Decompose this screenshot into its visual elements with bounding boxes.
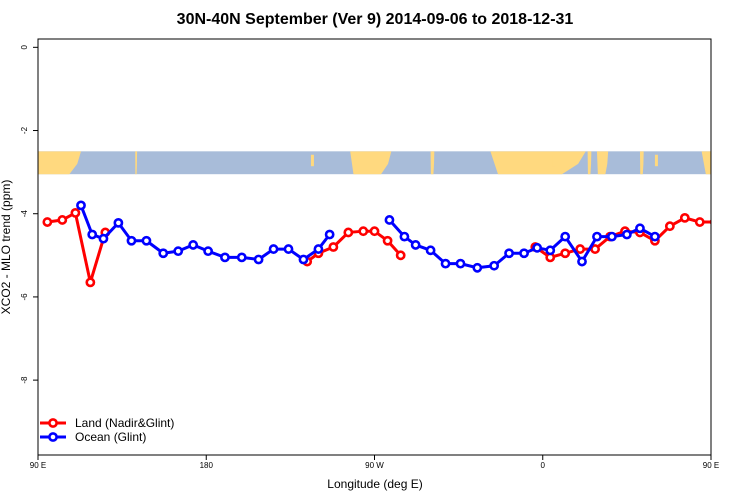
y-tick-label: -8 xyxy=(20,376,29,384)
y-tick-label: 0 xyxy=(20,45,29,50)
data-point xyxy=(472,262,483,273)
data-point xyxy=(85,277,96,288)
data-point xyxy=(489,260,500,271)
data-point xyxy=(741,202,748,209)
x-tick-label: 90 E xyxy=(703,461,719,470)
data-point xyxy=(425,245,436,256)
map-island xyxy=(310,154,314,167)
chart-title: 30N-40N September (Ver 9) 2014-09-06 to … xyxy=(177,11,574,28)
data-point xyxy=(709,218,711,226)
data-point xyxy=(126,235,137,246)
data-point xyxy=(384,215,395,225)
data-point xyxy=(650,231,660,242)
legend-land-marker xyxy=(48,418,58,428)
data-point xyxy=(76,200,86,211)
data-point xyxy=(324,229,335,240)
data-point xyxy=(399,231,410,242)
data-point xyxy=(741,202,748,209)
map-land xyxy=(596,151,609,175)
data-point xyxy=(410,240,421,250)
x-axis-label: Longitude (deg E) xyxy=(327,477,422,491)
legend-land-label: Land (Nadir&Glint) xyxy=(75,416,174,430)
y-axis-label: XCO2 - MLO trend (ppm) xyxy=(0,180,13,315)
map-land xyxy=(430,151,435,175)
data-point xyxy=(621,229,632,240)
series-layer xyxy=(42,200,750,288)
data-point xyxy=(253,254,264,265)
data-point xyxy=(113,217,124,228)
map-land xyxy=(701,151,711,175)
data-point xyxy=(664,221,675,232)
plot-frame xyxy=(37,38,712,456)
data-point xyxy=(70,207,81,218)
data-point xyxy=(560,248,571,259)
legend-ocean-marker xyxy=(48,432,58,442)
series-ocean xyxy=(76,200,750,273)
data-point xyxy=(220,252,230,263)
data-point xyxy=(726,210,733,217)
x-tick-label: 180 xyxy=(200,461,214,470)
data-point xyxy=(455,258,466,269)
data-point xyxy=(328,242,339,252)
data-point xyxy=(57,215,68,225)
legend: Land (Nadir&Glint) Ocean (Glint) xyxy=(40,416,174,444)
data-point xyxy=(545,245,556,256)
data-point xyxy=(519,248,529,259)
data-point xyxy=(298,254,309,265)
series-line xyxy=(388,218,656,270)
data-point xyxy=(236,252,247,263)
data-point xyxy=(98,233,109,244)
data-point xyxy=(141,235,152,246)
data-point xyxy=(42,217,53,227)
data-point xyxy=(188,240,199,250)
legend-ocean-label: Ocean (Glint) xyxy=(75,430,146,444)
map-land xyxy=(38,151,81,175)
data-point xyxy=(283,244,294,254)
data-point xyxy=(358,226,369,237)
y-axis: 0 -2 -4 -6 -8 xyxy=(20,45,38,384)
data-point xyxy=(575,244,586,254)
x-tick-label: 90 W xyxy=(365,461,384,470)
y-tick-label: -4 xyxy=(20,210,29,218)
map-land xyxy=(350,151,392,175)
data-point xyxy=(590,244,600,254)
x-tick-label: 0 xyxy=(541,461,546,470)
y-tick-label: -2 xyxy=(20,126,29,134)
data-point xyxy=(532,242,543,253)
series-line xyxy=(47,211,107,284)
data-point xyxy=(158,248,169,259)
map-land xyxy=(135,151,138,175)
data-point xyxy=(440,258,451,269)
map-land xyxy=(490,151,586,175)
data-point xyxy=(694,217,705,227)
series-line xyxy=(745,205,750,253)
x-tick-label: 90 E xyxy=(30,461,46,470)
data-point xyxy=(395,250,406,261)
map-island xyxy=(654,154,658,167)
map-land xyxy=(587,151,592,175)
data-point xyxy=(313,244,324,254)
data-point xyxy=(635,223,645,234)
data-point xyxy=(268,244,279,254)
map-island xyxy=(552,154,556,167)
data-point xyxy=(577,256,587,267)
data-point xyxy=(87,229,98,240)
series-line xyxy=(534,216,711,259)
map-land xyxy=(639,151,644,175)
data-point xyxy=(592,231,602,242)
data-point xyxy=(343,227,354,238)
data-point xyxy=(560,231,571,242)
data-point xyxy=(382,235,393,246)
data-point xyxy=(369,226,380,237)
map-band xyxy=(38,151,711,175)
data-point xyxy=(203,246,214,257)
y-tick-label: -6 xyxy=(20,293,29,301)
data-point xyxy=(173,246,184,257)
data-point xyxy=(679,212,690,223)
data-point xyxy=(607,231,617,242)
data-point xyxy=(504,248,514,259)
